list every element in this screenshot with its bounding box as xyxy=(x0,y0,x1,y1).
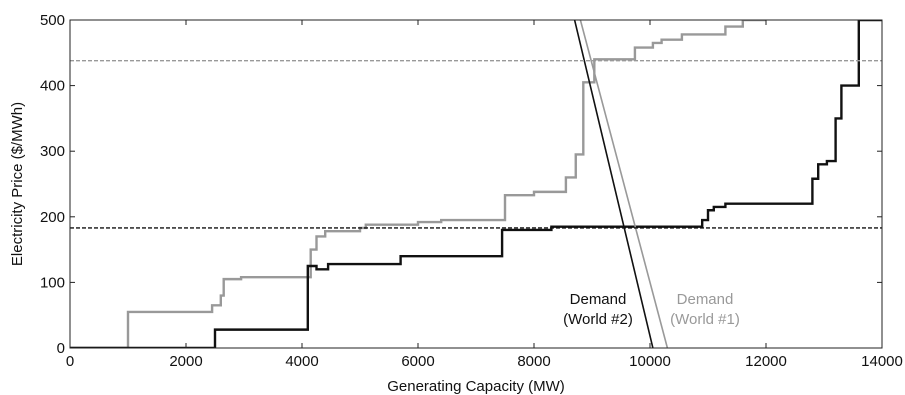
annotations-layer: Demand (World #2) Demand (World #1) xyxy=(563,291,740,328)
demand-annotation-line: (World #1) xyxy=(670,311,740,328)
demand-line-2 xyxy=(579,20,669,348)
plot-frame xyxy=(69,19,883,349)
x-tick-label: 0 xyxy=(66,353,74,370)
ticks-layer: 0 2000 4000 6000 8000 10000 12000 14000 0 100 200 3… xyxy=(40,12,903,370)
y-tick-label: 400 xyxy=(40,78,65,95)
demand-annotation-line: Demand xyxy=(677,291,734,308)
y-tick-label: 0 xyxy=(57,340,65,357)
demand-annotation-line: (World #2) xyxy=(563,311,633,328)
x-tick-label: 10000 xyxy=(629,353,671,370)
x-tick-label: 4000 xyxy=(285,353,318,370)
supply-curve-0 xyxy=(70,20,766,348)
demand-annotation-1: Demand (World #1) xyxy=(670,291,740,328)
demand-annotation-0: Demand (World #2) xyxy=(563,291,633,328)
y-axis-label: Electricity Price ($/MWh) xyxy=(9,102,26,266)
x-tick-label: 12000 xyxy=(745,353,787,370)
x-tick-label: 6000 xyxy=(401,353,434,370)
x-tick-label: 14000 xyxy=(861,353,903,370)
x-axis-label: Generating Capacity (MW) xyxy=(387,378,565,395)
series-layer xyxy=(70,20,882,348)
y-tick-label: 300 xyxy=(40,143,65,160)
demand-line-3 xyxy=(573,20,654,348)
y-tick-label: 200 xyxy=(40,209,65,226)
x-tick-label: 2000 xyxy=(169,353,202,370)
y-tick-label: 100 xyxy=(40,274,65,291)
y-tick-label: 500 xyxy=(40,12,65,29)
demand-annotation-line: Demand xyxy=(570,291,627,308)
x-tick-label: 8000 xyxy=(517,353,550,370)
supply-curve-1 xyxy=(70,20,882,348)
